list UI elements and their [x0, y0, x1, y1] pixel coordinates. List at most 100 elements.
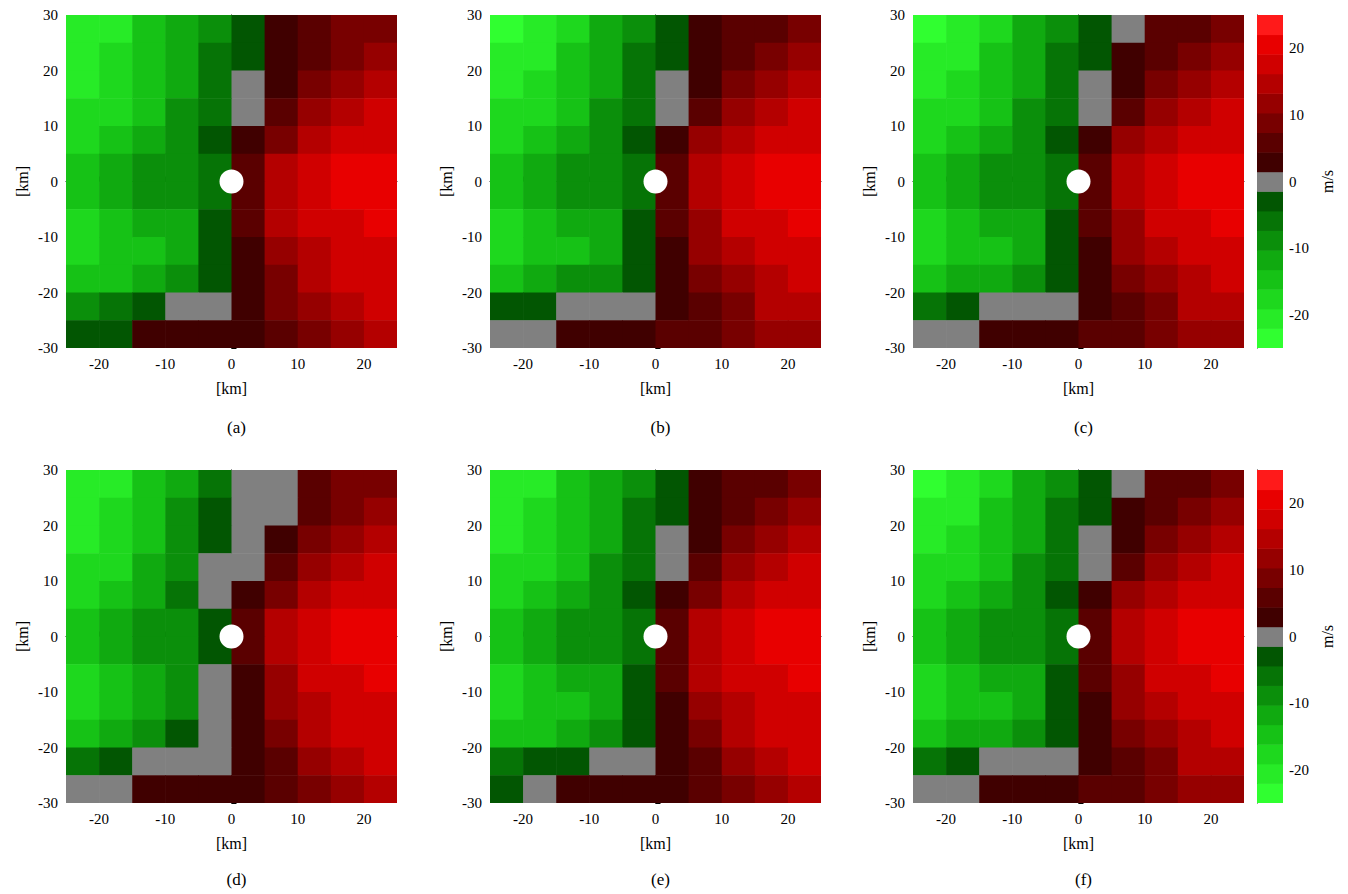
svg-text:-10: -10 [38, 229, 58, 245]
svg-text:0: 0 [1289, 174, 1297, 190]
svg-text:[km]: [km] [438, 621, 455, 652]
svg-text:0: 0 [1075, 811, 1083, 827]
svg-text:20: 20 [890, 63, 905, 79]
svg-text:-10: -10 [579, 356, 599, 372]
svg-text:(e): (e) [651, 870, 670, 889]
svg-text:-20: -20 [513, 356, 533, 372]
svg-text:-20: -20 [885, 285, 905, 301]
svg-text:0: 0 [652, 811, 660, 827]
svg-text:-20: -20 [89, 356, 109, 372]
svg-text:0: 0 [475, 174, 483, 190]
svg-text:[km]: [km] [14, 166, 31, 197]
svg-text:10: 10 [1289, 107, 1304, 123]
svg-text:0: 0 [1289, 629, 1297, 645]
svg-text:20: 20 [780, 356, 795, 372]
svg-text:30: 30 [43, 7, 58, 23]
svg-text:[km]: [km] [640, 380, 671, 397]
svg-text:10: 10 [43, 573, 58, 589]
svg-text:-20: -20 [89, 811, 109, 827]
svg-text:-30: -30 [885, 340, 905, 356]
svg-text:-10: -10 [1289, 240, 1309, 256]
svg-text:[km]: [km] [216, 835, 247, 852]
svg-text:-20: -20 [513, 811, 533, 827]
svg-text:[km]: [km] [1063, 835, 1094, 852]
svg-text:[km]: [km] [861, 621, 878, 652]
svg-text:10: 10 [890, 118, 905, 134]
svg-text:30: 30 [467, 462, 482, 478]
svg-text:30: 30 [890, 7, 905, 23]
svg-text:10: 10 [43, 118, 58, 134]
svg-text:20: 20 [356, 356, 371, 372]
svg-text:-10: -10 [1289, 695, 1309, 711]
svg-text:-30: -30 [38, 340, 58, 356]
svg-text:0: 0 [898, 629, 906, 645]
svg-text:-10: -10 [155, 811, 175, 827]
svg-text:30: 30 [43, 462, 58, 478]
svg-text:20: 20 [1203, 356, 1218, 372]
svg-text:-30: -30 [885, 795, 905, 811]
svg-text:20: 20 [43, 63, 58, 79]
svg-text:-10: -10 [1002, 356, 1022, 372]
svg-text:[km]: [km] [438, 166, 455, 197]
svg-text:20: 20 [467, 63, 482, 79]
svg-text:-10: -10 [1002, 811, 1022, 827]
svg-text:0: 0 [652, 356, 660, 372]
svg-text:10: 10 [714, 811, 729, 827]
svg-text:-20: -20 [885, 740, 905, 756]
svg-text:-10: -10 [38, 684, 58, 700]
svg-text:-10: -10 [579, 811, 599, 827]
svg-text:-20: -20 [462, 740, 482, 756]
svg-text:0: 0 [898, 174, 906, 190]
svg-text:-10: -10 [462, 229, 482, 245]
svg-text:10: 10 [1289, 562, 1304, 578]
svg-text:0: 0 [51, 174, 59, 190]
svg-text:-20: -20 [1289, 762, 1309, 778]
svg-text:[km]: [km] [861, 166, 878, 197]
svg-text:-20: -20 [462, 285, 482, 301]
svg-text:-20: -20 [936, 811, 956, 827]
svg-text:-20: -20 [1289, 307, 1309, 323]
svg-text:10: 10 [890, 573, 905, 589]
svg-text:10: 10 [290, 811, 305, 827]
svg-text:-10: -10 [462, 684, 482, 700]
svg-text:-20: -20 [936, 356, 956, 372]
svg-text:10: 10 [467, 118, 482, 134]
svg-text:(b): (b) [651, 418, 671, 437]
svg-text:20: 20 [890, 518, 905, 534]
svg-text:(f): (f) [1075, 870, 1092, 889]
svg-text:20: 20 [356, 811, 371, 827]
svg-text:10: 10 [467, 573, 482, 589]
svg-text:20: 20 [1289, 495, 1304, 511]
svg-text:10: 10 [714, 356, 729, 372]
svg-text:-10: -10 [155, 356, 175, 372]
svg-text:20: 20 [780, 811, 795, 827]
svg-text:-30: -30 [462, 340, 482, 356]
svg-text:0: 0 [475, 629, 483, 645]
svg-text:0: 0 [228, 356, 236, 372]
svg-text:-10: -10 [885, 684, 905, 700]
svg-text:20: 20 [1203, 811, 1218, 827]
svg-text:[km]: [km] [14, 621, 31, 652]
svg-text:0: 0 [1075, 356, 1083, 372]
svg-text:(d): (d) [227, 870, 247, 889]
svg-text:[km]: [km] [216, 380, 247, 397]
svg-text:0: 0 [51, 629, 59, 645]
svg-text:20: 20 [1289, 40, 1304, 56]
svg-text:(c): (c) [1074, 418, 1093, 437]
svg-text:(a): (a) [227, 418, 246, 437]
svg-text:-20: -20 [38, 740, 58, 756]
svg-text:-30: -30 [462, 795, 482, 811]
svg-text:[km]: [km] [1063, 380, 1094, 397]
svg-text:-30: -30 [38, 795, 58, 811]
svg-text:[km]: [km] [640, 835, 671, 852]
svg-text:m/s: m/s [1319, 625, 1336, 648]
svg-text:30: 30 [890, 462, 905, 478]
svg-text:m/s: m/s [1319, 170, 1336, 193]
svg-text:10: 10 [290, 356, 305, 372]
svg-text:-10: -10 [885, 229, 905, 245]
svg-text:0: 0 [228, 811, 236, 827]
svg-text:20: 20 [43, 518, 58, 534]
svg-text:30: 30 [467, 7, 482, 23]
svg-text:10: 10 [1137, 811, 1152, 827]
svg-text:10: 10 [1137, 356, 1152, 372]
